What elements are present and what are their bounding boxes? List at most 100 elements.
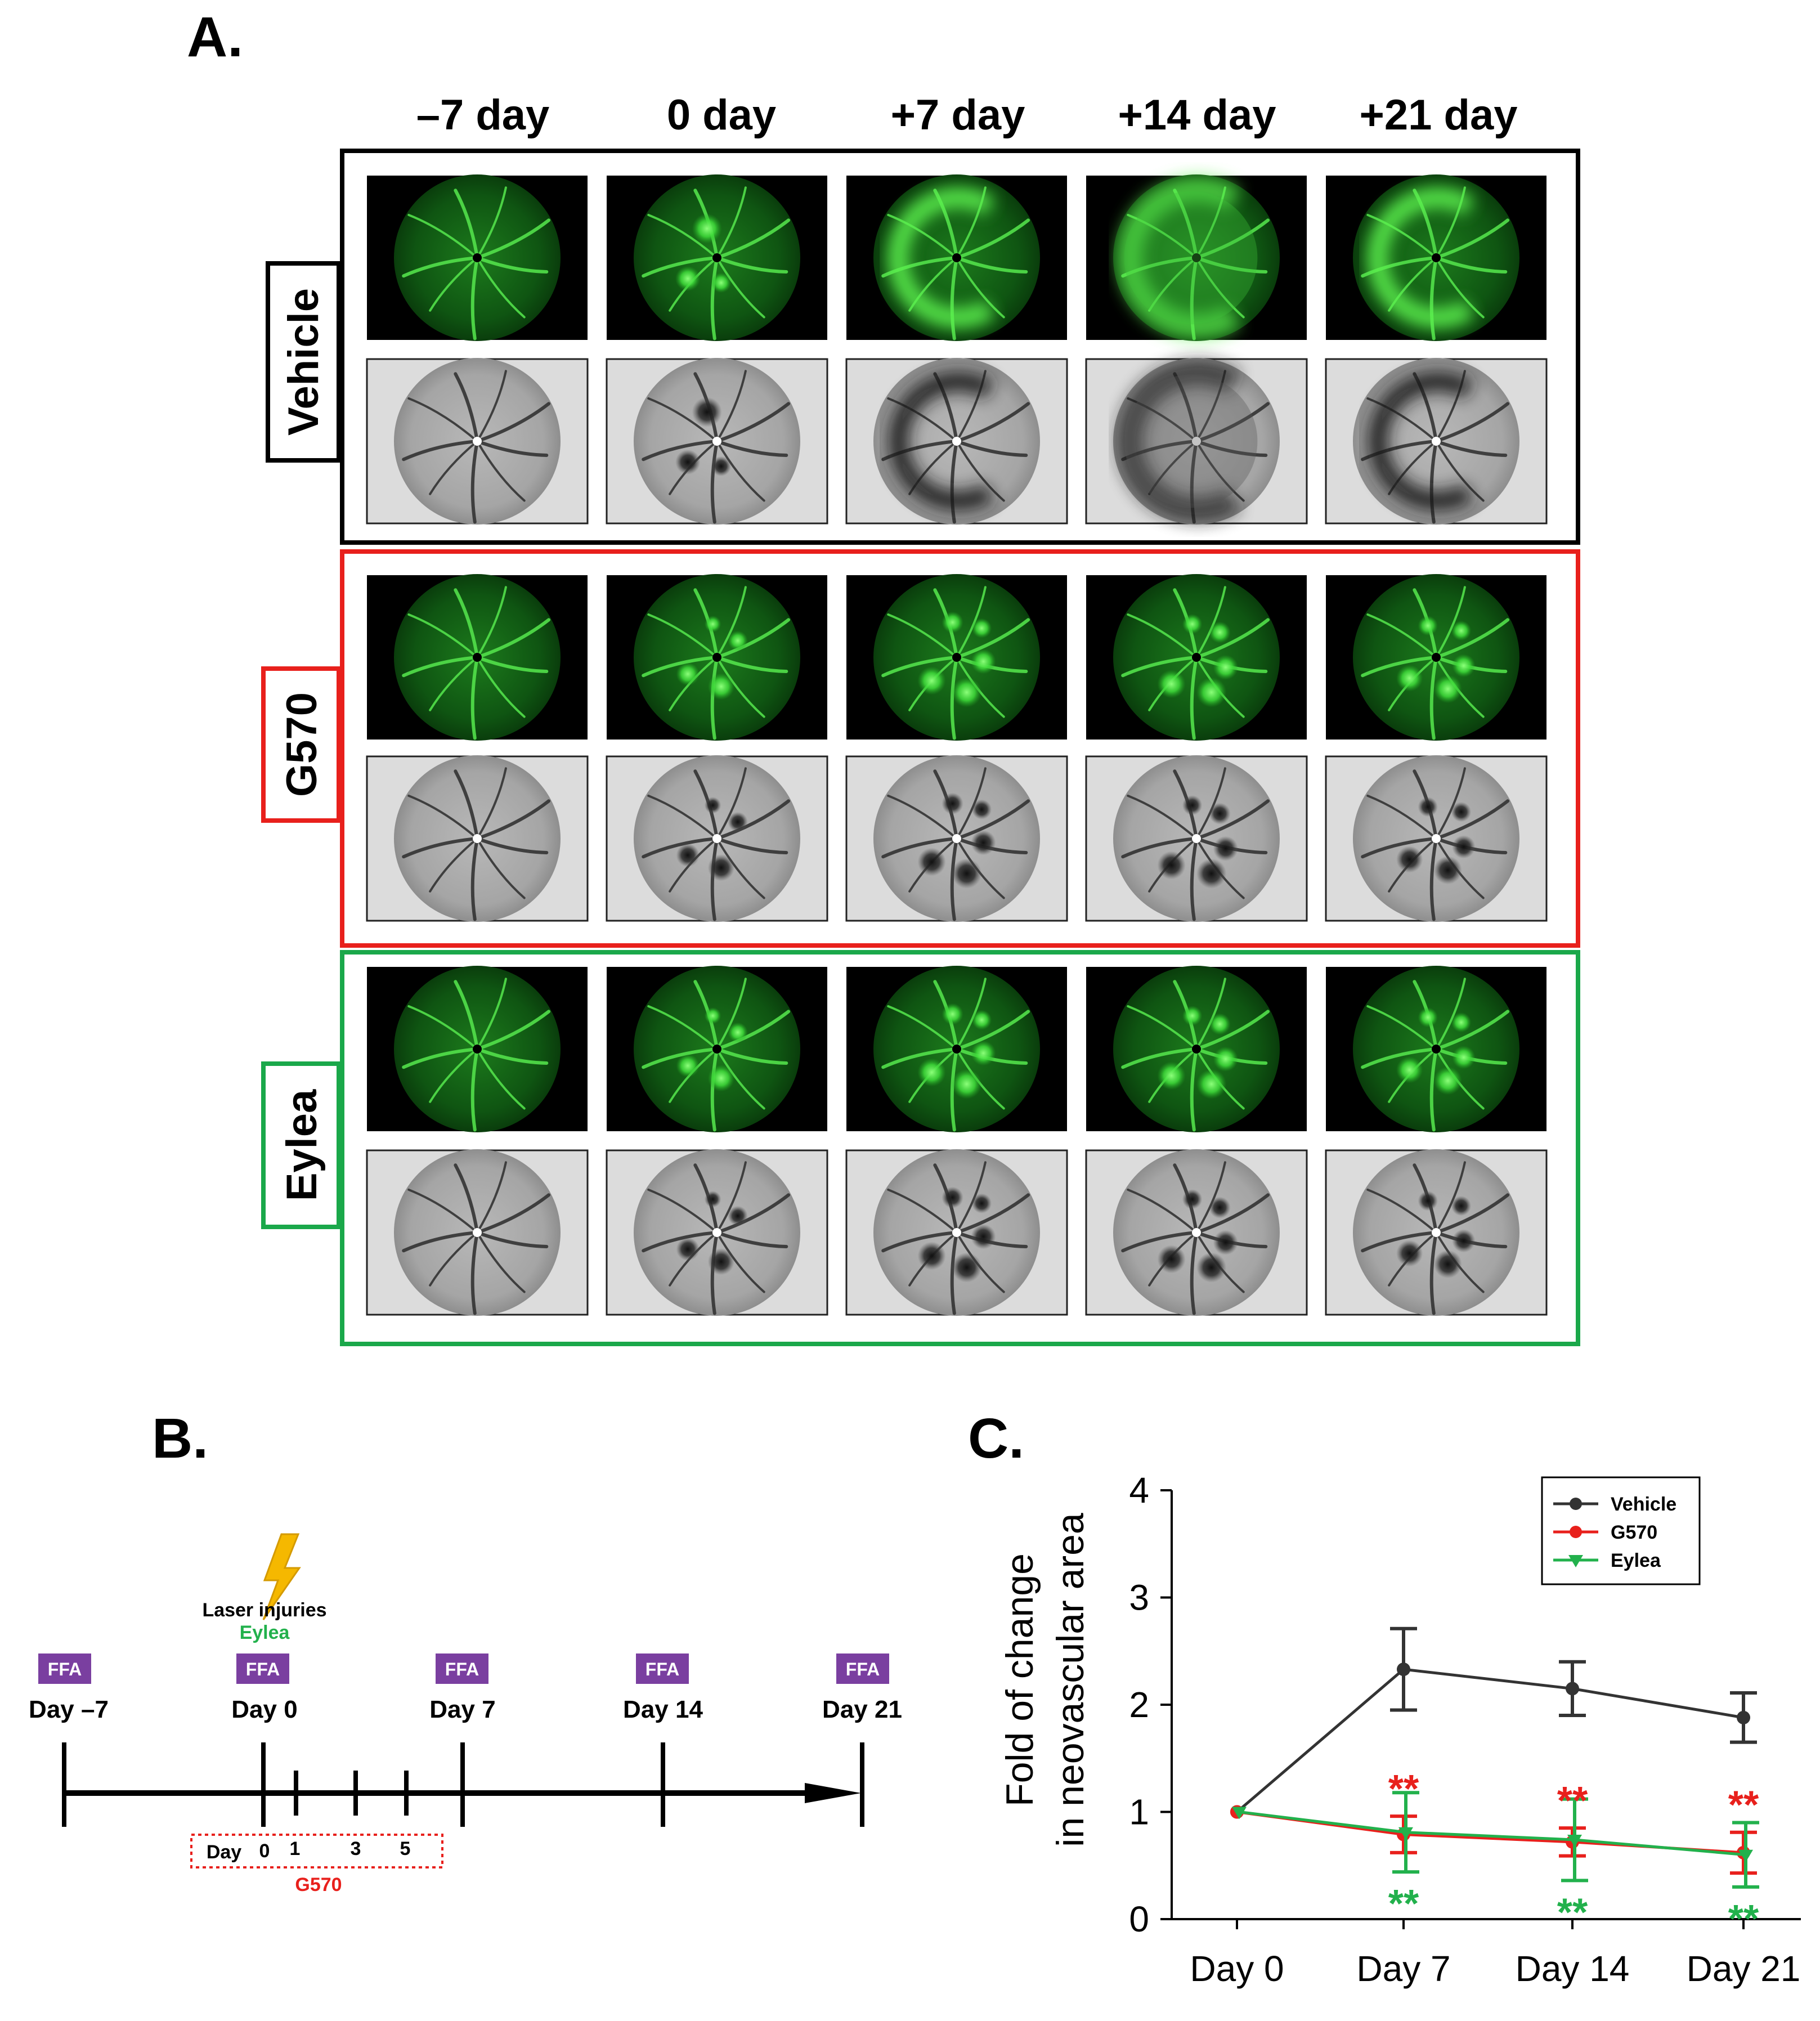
series-vehicle — [1230, 1626, 1757, 1819]
data-point — [1737, 1710, 1750, 1724]
legend-marker — [1570, 1498, 1582, 1510]
fluorescein-fundus-image — [607, 574, 827, 741]
x-tick-label: Day 21 — [1687, 1948, 1801, 1989]
x-tick-label: Day 0 — [1190, 1948, 1284, 1989]
line-chart: Fold of change in neovascular area 0 1 2 3 4… — [998, 1470, 1801, 1989]
timeline-arrowhead — [805, 1783, 861, 1803]
y-tick-label: 2 — [1129, 1684, 1149, 1725]
data-point — [1398, 1827, 1413, 1840]
fluorescein-fundus-image — [607, 174, 827, 341]
significance-marker-eylea: ** — [1557, 1890, 1588, 1934]
chart-series: ** ** ** ** ** ** — [1230, 1626, 1759, 1941]
ffa-label: FFA — [246, 1659, 280, 1679]
data-point — [1738, 1849, 1753, 1862]
timeline-day-label: Day –7 — [29, 1696, 109, 1723]
series-line — [1239, 1811, 1746, 1857]
timeline-day-label: Day 7 — [429, 1696, 495, 1723]
row-label-vehicle-text: Vehicle — [280, 288, 328, 436]
inverted-fundus-image — [1325, 358, 1548, 525]
fluorescein-fundus-image — [1326, 574, 1546, 741]
ffa-box-day-21: FFA — [836, 1653, 889, 1684]
ffa-label: FFA — [445, 1659, 479, 1679]
ffa-box-day-minus7: FFA — [38, 1653, 91, 1684]
series-g570 — [1230, 1805, 1757, 1875]
ffa-label: FFA — [48, 1659, 82, 1679]
fundus-image-grid — [366, 174, 1548, 1316]
series-eylea — [1232, 1791, 1759, 1889]
legend-label: G570 — [1611, 1522, 1657, 1543]
fluorescein-fundus-image — [367, 966, 588, 1132]
timeline-day-label: Day 21 — [822, 1696, 902, 1723]
ffa-box-day-7: FFA — [436, 1653, 488, 1684]
significance-marker-g570: ** — [1728, 1783, 1759, 1827]
inverted-fundus-image — [845, 755, 1068, 922]
fluorescein-fundus-image — [846, 174, 1067, 341]
fluorescein-fundus-image — [846, 966, 1067, 1132]
row-label-eylea-text: Eylea — [278, 1089, 326, 1201]
col-header-1: –7 day — [416, 91, 550, 139]
fluorescein-fundus-image — [1086, 174, 1307, 341]
col-header-5: +21 day — [1360, 91, 1518, 139]
g570-box-day: 1 — [290, 1838, 301, 1859]
col-header-2: 0 day — [667, 91, 776, 139]
ffa-box-day-14: FFA — [636, 1653, 689, 1684]
data-point — [1397, 1662, 1410, 1677]
eylea-group-frame — [340, 950, 1580, 1346]
x-tick-label: Day 14 — [1516, 1948, 1630, 1989]
panel-b-label: B. — [152, 1407, 208, 1470]
inverted-fundus-image — [845, 1149, 1068, 1316]
ffa-label: FFA — [846, 1659, 880, 1679]
laser-injuries-label: Laser injuries — [202, 1599, 326, 1621]
g570-group-frame — [340, 549, 1580, 948]
g570-box-prefix: Day — [207, 1841, 241, 1863]
inverted-fundus-image — [845, 358, 1068, 525]
significance-marker-g570: ** — [1557, 1778, 1588, 1822]
chart-axes: 0 1 2 3 4 Day 0 Day 7 Day 14 Day 21 — [1129, 1470, 1801, 1989]
g570-box-day: 3 — [351, 1838, 361, 1859]
inverted-fundus-image — [606, 358, 828, 525]
inverted-fundus-image — [1325, 1149, 1548, 1316]
y-tick-label: 3 — [1129, 1578, 1149, 1618]
y-tick-label: 4 — [1129, 1470, 1149, 1511]
x-tick-label: Day 7 — [1356, 1948, 1450, 1989]
inverted-fundus-image — [1085, 358, 1308, 525]
significance-marker-eylea: ** — [1388, 1881, 1419, 1925]
vehicle-group-frame — [340, 149, 1580, 545]
legend-marker — [1570, 1526, 1582, 1538]
series-line — [1236, 1668, 1744, 1813]
fluorescein-fundus-image — [1326, 174, 1546, 341]
fluorescein-fundus-image — [607, 966, 827, 1132]
inverted-fundus-image — [606, 755, 828, 922]
inverted-fundus-image — [366, 1149, 589, 1316]
data-point — [1567, 1835, 1582, 1848]
row-label-g570-text: G570 — [278, 692, 326, 797]
col-header-3: +7 day — [891, 91, 1025, 139]
fluorescein-fundus-image — [1086, 966, 1307, 1132]
ffa-box-day-0: FFA — [236, 1653, 289, 1684]
y-axis-title-line2: in neovascular area — [1049, 1513, 1092, 1847]
ffa-label: FFA — [645, 1659, 679, 1679]
inverted-fundus-image — [1085, 1149, 1308, 1316]
col-header-4: +14 day — [1118, 91, 1276, 139]
row-label-g570: G570 — [261, 666, 341, 823]
g570-box-day: 0 — [259, 1840, 270, 1862]
legend-label: Eylea — [1611, 1550, 1661, 1571]
inverted-fundus-image — [366, 358, 589, 525]
inverted-fundus-image — [1085, 755, 1308, 922]
fluorescein-fundus-image — [367, 174, 588, 341]
data-point — [1232, 1807, 1247, 1820]
row-label-vehicle: Vehicle — [266, 261, 341, 463]
data-point — [1566, 1682, 1579, 1696]
g570-box-day: 5 — [400, 1838, 411, 1859]
y-tick-label: 1 — [1129, 1792, 1149, 1832]
legend-label: Vehicle — [1611, 1494, 1676, 1515]
eylea-timeline-label: Eylea — [240, 1622, 290, 1643]
significance-marker-g570: ** — [1388, 1767, 1419, 1811]
timeline-day-label: Day 14 — [623, 1696, 703, 1723]
row-label-eylea: Eylea — [261, 1061, 341, 1229]
inverted-fundus-image — [366, 755, 589, 922]
fluorescein-fundus-image — [367, 574, 588, 741]
fluorescein-fundus-image — [1086, 574, 1307, 741]
fluorescein-fundus-image — [1326, 966, 1546, 1132]
